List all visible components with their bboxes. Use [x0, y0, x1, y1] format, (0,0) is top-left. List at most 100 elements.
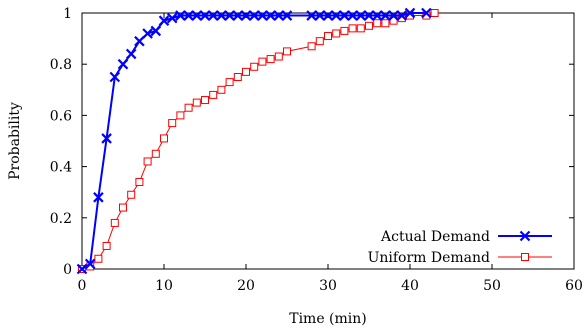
data-point [134, 35, 145, 47]
y-tick-label: 0 [63, 262, 72, 278]
series-line [81, 12, 427, 270]
data-point [150, 25, 162, 37]
x-marker-stroke [117, 58, 129, 70]
data-point [355, 10, 367, 21]
data-point [332, 29, 341, 38]
x-marker-stroke [248, 10, 260, 21]
data-point [151, 149, 160, 158]
data-point [380, 10, 391, 21]
data-point [388, 10, 399, 21]
x-marker-stroke [330, 10, 342, 21]
x-marker-stroke [191, 10, 203, 21]
data-point [273, 10, 285, 21]
series-actual-demand [76, 7, 432, 275]
data-point [348, 24, 357, 33]
data-point [119, 203, 127, 212]
x-marker-stroke [101, 133, 112, 144]
data-point [248, 10, 260, 21]
data-point [110, 218, 119, 227]
axes: 0 10 20 30 40 50 60 0 0.2 0.4 0.6 0.8 1 [50, 6, 583, 294]
data-point [258, 57, 267, 66]
x-marker-stroke [371, 10, 383, 21]
plot-series [76, 7, 439, 275]
x-marker-stroke [142, 28, 153, 39]
data-point [404, 7, 416, 19]
data-point [94, 254, 103, 263]
x-marker-stroke [232, 10, 244, 21]
data-point [192, 98, 201, 107]
data-point [373, 19, 382, 28]
data-point [117, 58, 129, 70]
x-marker-stroke [207, 10, 219, 21]
data-point [371, 10, 383, 21]
x-marker-stroke [265, 10, 276, 21]
x-marker-stroke [166, 12, 178, 24]
data-point [322, 10, 334, 21]
legend-label: Actual Demand [380, 229, 490, 245]
data-point [283, 47, 291, 56]
x-marker-stroke [339, 10, 350, 21]
x-marker-stroke [158, 15, 170, 26]
series-uniform-demand [78, 9, 439, 273]
x-tick-label: 10 [155, 278, 173, 294]
x-marker-stroke [519, 230, 531, 242]
legend-label: Uniform Demand [368, 250, 490, 266]
x-marker-stroke [322, 10, 334, 21]
x-marker-stroke [84, 258, 96, 270]
data-point [184, 103, 193, 112]
y-axis-title: Probability [7, 102, 23, 180]
x-tick-label: 30 [319, 278, 337, 294]
data-point [347, 10, 358, 21]
x-marker-stroke [150, 25, 162, 37]
x-marker-stroke [76, 263, 88, 275]
plot-frame [81, 12, 575, 270]
x-marker-stroke [388, 10, 399, 21]
data-point [232, 10, 244, 21]
y-tick-label: 0.4 [50, 160, 72, 176]
data-point [339, 10, 350, 21]
x-marker-stroke [183, 10, 194, 21]
legend-swatch-marker [519, 230, 531, 242]
x-marker-stroke [281, 10, 293, 21]
legend-swatch-marker [521, 253, 529, 261]
data-point [250, 62, 259, 71]
data-point [168, 119, 177, 128]
legend-entry: Uniform Demand [368, 250, 552, 266]
data-point [240, 10, 252, 21]
y-tick-label: 1 [63, 6, 72, 22]
data-point [217, 85, 226, 94]
data-point [127, 190, 136, 199]
data-point [93, 192, 104, 203]
data-point [315, 37, 324, 46]
x-marker-stroke [224, 10, 235, 21]
data-point [191, 10, 203, 21]
x-marker-stroke [314, 10, 326, 21]
x-tick-label: 20 [237, 278, 255, 294]
data-point [142, 28, 153, 39]
data-point [84, 258, 96, 270]
data-point [274, 52, 283, 61]
x-tick-label: 0 [78, 278, 87, 294]
x-marker-stroke [109, 71, 121, 83]
data-point [324, 32, 332, 41]
x-axis-title: Time (min) [289, 311, 367, 327]
x-marker-stroke [273, 10, 285, 21]
data-point [306, 10, 317, 21]
data-point [135, 177, 144, 186]
x-marker-stroke [240, 10, 252, 21]
x-marker-stroke [380, 10, 391, 21]
data-point [365, 21, 373, 30]
data-point [363, 10, 375, 21]
data-point [209, 90, 218, 99]
data-point [216, 10, 227, 21]
data-point [340, 26, 349, 35]
y-tick-label: 0.8 [50, 57, 72, 73]
legend: Actual Demand Uniform Demand [368, 229, 552, 266]
data-point [176, 111, 185, 120]
x-marker-stroke [306, 10, 317, 21]
x-marker-stroke [175, 10, 186, 21]
data-point [175, 10, 186, 21]
x-tick-label: 60 [565, 278, 583, 294]
data-point [265, 10, 276, 21]
